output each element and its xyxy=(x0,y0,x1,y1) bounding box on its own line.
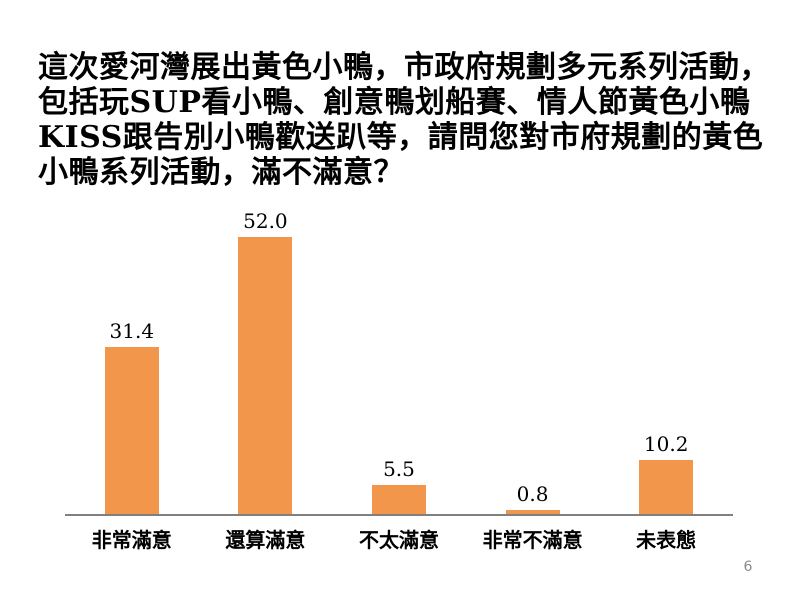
bar-value-label: 0.8 xyxy=(516,481,549,506)
title-line-1: 這次愛河灣展出黃色小鴨，市政府規劃多元系列活動， xyxy=(38,50,770,85)
bar-chart-plot-area: 31.4 52.0 5.5 0.8 10.2 xyxy=(65,204,733,516)
bar xyxy=(104,346,159,514)
bar xyxy=(505,509,560,514)
question-title: 這次愛河灣展出黃色小鴨，市政府規劃多元系列活動， 包括玩SUP看小鴨、創意鴨划船… xyxy=(38,50,786,190)
category-label: 未表態 xyxy=(636,528,697,552)
category-label: 非常不滿意 xyxy=(482,528,583,552)
title-line-3: KISS跟告別小鴨歡送趴等，請問您對市府規劃的黃色 xyxy=(38,120,764,155)
bar-group: 52.0 xyxy=(199,204,333,514)
bar-group: 10.2 xyxy=(599,204,733,514)
bar-group: 0.8 xyxy=(466,204,600,514)
bar xyxy=(639,459,694,514)
bar-group: 5.5 xyxy=(332,204,466,514)
page-number: 6 xyxy=(743,559,753,575)
category-label: 不太滿意 xyxy=(358,528,439,552)
category-axis: 非常滿意 還算滿意 不太滿意 非常不滿意 未表態 xyxy=(65,524,733,553)
bar-value-label: 5.5 xyxy=(383,456,415,481)
title-line-4: 小鴨系列活動，滿不滿意？ xyxy=(38,155,404,190)
bar-value-label: 10.2 xyxy=(643,431,689,456)
bar-value-label: 31.4 xyxy=(109,318,155,343)
bar-group: 31.4 xyxy=(65,204,199,514)
bar-value-label: 52.0 xyxy=(243,208,288,233)
title-line-2: 包括玩SUP看小鴨、創意鴨划船賽、情人節黃色小鴨 xyxy=(38,85,751,120)
category-label: 還算滿意 xyxy=(225,528,306,552)
bar xyxy=(238,236,293,514)
bar xyxy=(371,484,426,514)
category-label: 非常滿意 xyxy=(91,528,172,552)
